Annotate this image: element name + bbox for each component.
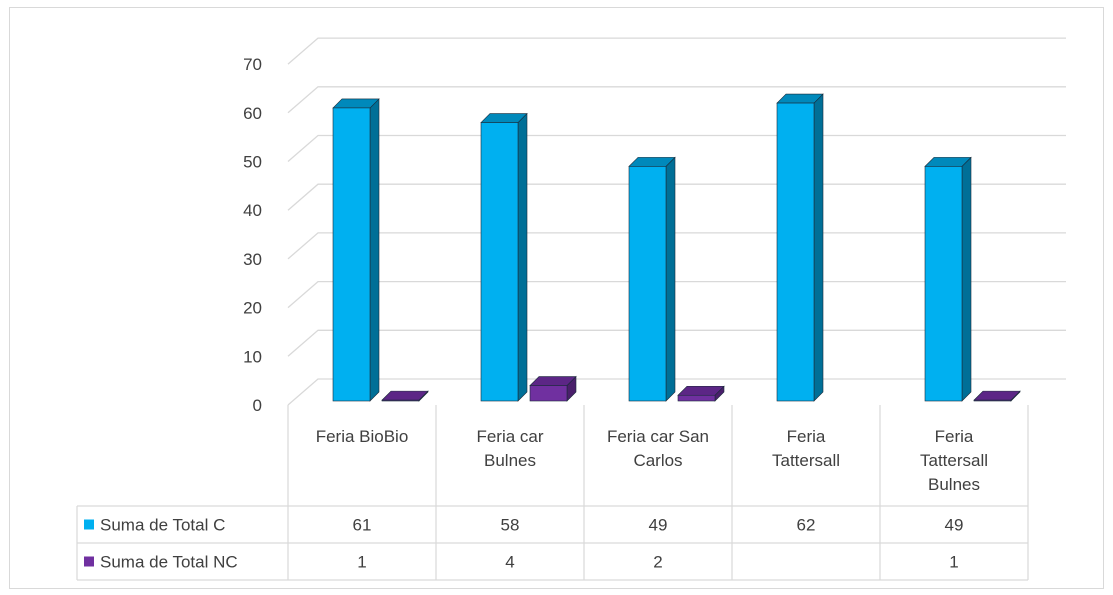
bar-side [665, 156, 676, 402]
y-tick-label: 20 [243, 299, 262, 318]
bars [332, 93, 1021, 402]
table-value: 1 [357, 553, 366, 572]
y-tick-label: 10 [243, 347, 262, 366]
y-tick-label: 40 [243, 201, 262, 220]
bar [381, 399, 420, 402]
category-label: Feria car [476, 427, 543, 446]
bar-side [961, 156, 972, 402]
bar-side [813, 93, 824, 402]
table-value: 1 [949, 553, 958, 572]
y-tick-label: 0 [253, 396, 262, 415]
bar [924, 166, 963, 402]
y-axis-ticks: 0 10 20 30 40 50 60 70 [243, 55, 262, 415]
gridline [287, 37, 1066, 65]
data-table: Feria BioBio Feria car Bulnes Feria car San… [76, 405, 1029, 581]
chart-frame [9, 7, 1104, 589]
gridline [287, 86, 1066, 114]
table-value: 4 [505, 553, 514, 572]
category-label: Bulnes [928, 475, 980, 494]
category-label: Tattersall [920, 451, 988, 470]
legend-label: Suma de Total NC [100, 553, 238, 572]
category-label: Feria BioBio [316, 427, 409, 446]
y-tick-label: 60 [243, 104, 262, 123]
y-tick-label: 30 [243, 250, 262, 269]
bar [776, 102, 815, 402]
table-value: 58 [501, 516, 520, 535]
category-label: Feria car San [607, 427, 709, 446]
category-label: Carlos [633, 451, 682, 470]
category-label: Feria [787, 427, 826, 446]
category-label: Tattersall [772, 451, 840, 470]
bar [529, 385, 568, 402]
legend-swatch [84, 519, 94, 530]
bar [973, 399, 1012, 402]
bar [677, 394, 716, 402]
category-label: Bulnes [484, 451, 536, 470]
table-value: 49 [945, 516, 964, 535]
table-value: 2 [653, 553, 662, 572]
bar [332, 107, 371, 402]
legend-swatch [84, 556, 94, 567]
bar-side [517, 112, 528, 402]
y-tick-label: 70 [243, 55, 262, 74]
table-value: 62 [797, 516, 816, 535]
table-value: 49 [649, 516, 668, 535]
legend-label: Suma de Total C [100, 516, 225, 535]
bar [628, 166, 667, 402]
category-label: Feria [935, 427, 974, 446]
y-tick-label: 50 [243, 153, 262, 172]
bar [480, 122, 519, 402]
bar-side [369, 98, 380, 402]
table-value: 61 [353, 516, 372, 535]
